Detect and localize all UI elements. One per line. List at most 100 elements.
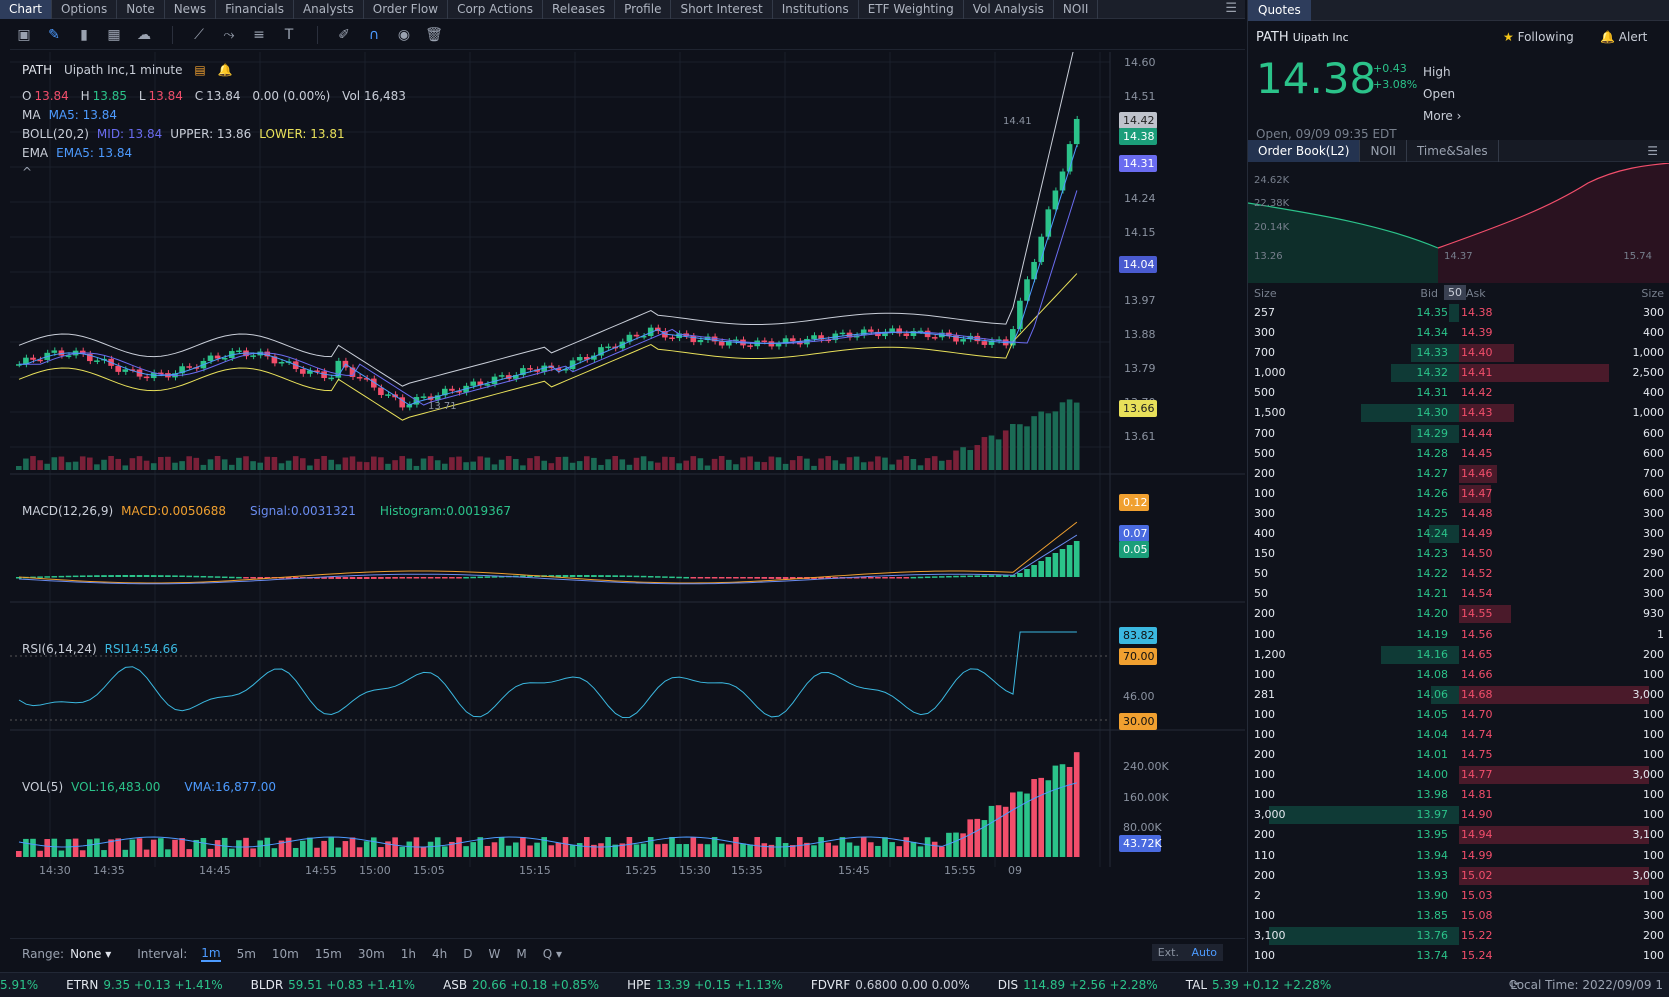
tab-order-book[interactable]: Order Book(L2): [1248, 139, 1361, 162]
ticker-item[interactable]: TAL 5.39 +0.12 +2.28%: [1186, 978, 1332, 992]
orderbook-row[interactable]: 200 13.93 15.02 3,000: [1248, 866, 1669, 886]
path-icon[interactable]: ⤳: [223, 26, 235, 43]
bell-icon[interactable]: 🔔: [217, 63, 233, 77]
orderbook-row[interactable]: 1,500 14.30 14.43 1,000: [1248, 403, 1669, 423]
lines-icon[interactable]: ≡: [253, 26, 265, 43]
orderbook-row[interactable]: 100 14.00 14.77 3,000: [1248, 765, 1669, 785]
orderbook-row[interactable]: 257 14.35 14.38 300: [1248, 303, 1669, 323]
magnet-icon[interactable]: ∩: [368, 26, 380, 43]
orderbook-row[interactable]: 3,100 13.76 15.22 200: [1248, 926, 1669, 946]
interval-m[interactable]: M: [516, 946, 527, 961]
orderbook-row[interactable]: 100 14.19 14.56 1: [1248, 625, 1669, 645]
interval-q[interactable]: Q ▾: [542, 946, 563, 961]
ext-button[interactable]: Ext.: [1151, 944, 1185, 961]
cloud-icon[interactable]: ☁: [137, 26, 151, 43]
orderbook-row[interactable]: 150 14.23 14.50 290: [1248, 544, 1669, 564]
interval-d[interactable]: D: [463, 946, 473, 961]
macd-hist-bar: [342, 577, 349, 579]
tab-releases[interactable]: Releases: [543, 0, 616, 19]
tab-noii[interactable]: NOII: [1054, 0, 1099, 19]
tab-vol-analysis[interactable]: Vol Analysis: [964, 0, 1054, 19]
ticker-item[interactable]: 5.91%: [0, 978, 38, 992]
menu-icon[interactable]: ☰: [1225, 1, 1237, 16]
tab-order-flow[interactable]: Order Flow: [364, 0, 449, 19]
orderbook-row[interactable]: 200 14.20 14.55 930: [1248, 604, 1669, 624]
tab-note[interactable]: Note: [117, 0, 165, 19]
collapse-icon[interactable]: ^: [22, 165, 33, 179]
orderbook-row[interactable]: 1,200 14.16 14.65 200: [1248, 645, 1669, 665]
orderbook-row[interactable]: 1,000 14.32 14.41 2,500: [1248, 363, 1669, 383]
orderbook-row[interactable]: 3,000 13.97 14.90 100: [1248, 805, 1669, 825]
ticker-item[interactable]: HPE 13.39 +0.15 +1.13%: [627, 978, 783, 992]
refresh-icon[interactable]: ⟳: [1508, 977, 1519, 991]
orderbook-row[interactable]: 100 13.98 14.81 100: [1248, 785, 1669, 805]
note-icon[interactable]: ▤: [194, 63, 206, 77]
ticker-item[interactable]: DIS 114.89 +2.56 +2.28%: [998, 978, 1158, 992]
tab-chart[interactable]: Chart: [0, 0, 52, 19]
orderbook-row[interactable]: 50 14.22 14.52 200: [1248, 564, 1669, 584]
text-icon[interactable]: T: [284, 26, 294, 43]
interval-w[interactable]: W: [488, 946, 501, 961]
ticker-item[interactable]: ETRN 9.35 +0.13 +1.41%: [66, 978, 223, 992]
eye-icon[interactable]: ◉: [397, 26, 411, 43]
ticker-item[interactable]: ASB 20.66 +0.18 +0.85%: [443, 978, 599, 992]
trash-icon[interactable]: 🗑: [425, 26, 443, 43]
tab-noii[interactable]: NOII: [1360, 139, 1407, 162]
orderbook-row[interactable]: 100 14.04 14.74 100: [1248, 725, 1669, 745]
orderbook-row[interactable]: 100 14.08 14.66 100: [1248, 665, 1669, 685]
level-select[interactable]: 50: [1444, 285, 1466, 300]
menu-icon[interactable]: ☰: [1647, 143, 1658, 158]
orderbook-row[interactable]: 50 14.21 14.54 300: [1248, 584, 1669, 604]
orderbook-row[interactable]: 281 14.06 14.68 3,000: [1248, 685, 1669, 705]
image-icon[interactable]: ▣: [17, 26, 31, 43]
tab-options[interactable]: Options: [52, 0, 118, 19]
interval-15m[interactable]: 15m: [314, 946, 342, 961]
tab-news[interactable]: News: [165, 0, 217, 19]
interval-5m[interactable]: 5m: [236, 946, 256, 961]
orderbook-row[interactable]: 300 14.25 14.48 300: [1248, 504, 1669, 524]
orderbook-row[interactable]: 100 14.05 14.70 100: [1248, 705, 1669, 725]
orderbook-row[interactable]: 200 14.27 14.46 700: [1248, 464, 1669, 484]
chart-area[interactable]: 14.6014.5114.4214.3314.2414.1514.0613.97…: [10, 52, 1245, 932]
grid-icon[interactable]: ▦: [107, 26, 121, 43]
ticker-item[interactable]: FDVRF 0.6800 0.00 0.00%: [811, 978, 970, 992]
tab-time-sales[interactable]: Time&Sales: [1407, 139, 1499, 162]
orderbook-row[interactable]: 400 14.24 14.49 300: [1248, 524, 1669, 544]
orderbook-row[interactable]: 500 14.28 14.45 600: [1248, 444, 1669, 464]
tab-institutions[interactable]: Institutions: [773, 0, 859, 19]
tab-corp-actions[interactable]: Corp Actions: [448, 0, 543, 19]
tab-etf-weighting[interactable]: ETF Weighting: [859, 0, 964, 19]
tab-quotes[interactable]: Quotes: [1248, 0, 1311, 21]
ticker-item[interactable]: BLDR 59.51 +0.83 +1.41%: [251, 978, 415, 992]
candles-icon[interactable]: ▮: [80, 26, 88, 43]
orderbook-row[interactable]: 500 14.31 14.42 400: [1248, 383, 1669, 403]
interval-4h[interactable]: 4h: [432, 946, 448, 961]
alert-button[interactable]: 🔔 Alert: [1600, 30, 1647, 44]
orderbook-row[interactable]: 700 14.29 14.44 600: [1248, 424, 1669, 444]
orderbook-row[interactable]: 100 13.85 15.08 300: [1248, 906, 1669, 926]
auto-button[interactable]: Auto: [1185, 944, 1223, 961]
orderbook-row[interactable]: 200 13.95 14.94 3,100: [1248, 825, 1669, 845]
orderbook-row[interactable]: 2 13.90 15.03 100: [1248, 886, 1669, 906]
orderbook-row[interactable]: 300 14.34 14.39 400: [1248, 323, 1669, 343]
tab-financials[interactable]: Financials: [216, 0, 294, 19]
tab-profile[interactable]: Profile: [615, 0, 672, 19]
price-chart-svg[interactable]: 14.6014.5114.4214.3314.2414.1514.0613.97…: [10, 52, 1245, 932]
interval-10m[interactable]: 10m: [271, 946, 299, 961]
range-select[interactable]: None ▾: [70, 946, 112, 961]
interval-1m[interactable]: 1m: [201, 945, 221, 962]
pencil-icon[interactable]: ✎: [48, 26, 60, 43]
orderbook-row[interactable]: 110 13.94 14.99 100: [1248, 846, 1669, 866]
tab-short-interest[interactable]: Short Interest: [671, 0, 773, 19]
brush-icon[interactable]: ✐: [338, 26, 350, 43]
interval-30m[interactable]: 30m: [357, 946, 385, 961]
follow-button[interactable]: ★ Following: [1503, 30, 1574, 44]
quote-more[interactable]: More ›: [1423, 109, 1462, 123]
trendline-icon[interactable]: ⟋: [194, 26, 204, 43]
orderbook-row[interactable]: 700 14.33 14.40 1,000: [1248, 343, 1669, 363]
interval-1h[interactable]: 1h: [400, 946, 417, 961]
orderbook-row[interactable]: 100 14.26 14.47 600: [1248, 484, 1669, 504]
tab-analysts[interactable]: Analysts: [294, 0, 364, 19]
orderbook-row[interactable]: 200 14.01 14.75 100: [1248, 745, 1669, 765]
orderbook-row[interactable]: 100 13.74 15.24 100: [1248, 946, 1669, 966]
